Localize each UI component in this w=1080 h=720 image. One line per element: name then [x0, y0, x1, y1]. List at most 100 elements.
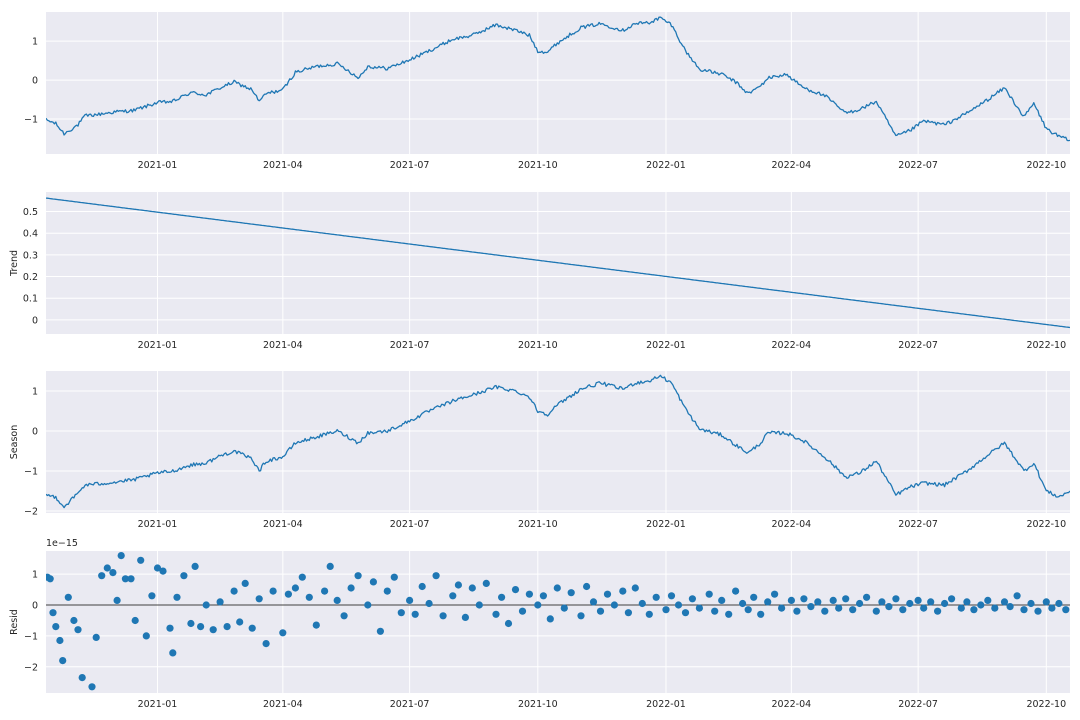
resid-point [927, 598, 935, 606]
resid-point [482, 579, 490, 588]
resid-point [109, 569, 117, 577]
x-tick-label: 2021-04 [263, 519, 303, 530]
series-line [46, 16, 1070, 142]
resid-point [991, 604, 999, 612]
x-tick-label: 2022-04 [772, 699, 812, 710]
resid-point [764, 598, 772, 606]
resid-point [667, 592, 676, 600]
resid-point [127, 575, 135, 583]
resid-point [631, 584, 639, 592]
y-tick-label: 0 [32, 76, 38, 87]
resid-point [878, 598, 886, 606]
x-tick-label: 2021-10 [518, 160, 558, 171]
resid-point [397, 609, 405, 617]
resid-point [977, 601, 985, 609]
resid-point [262, 640, 270, 648]
resid-point [771, 590, 779, 598]
resid-point [298, 573, 306, 581]
x-tick-label: 2022-01 [646, 519, 686, 530]
y-tick-label: 0 [32, 601, 38, 612]
y-tick-label: 0.1 [23, 294, 38, 305]
resid-point [948, 595, 956, 603]
y-tick-label: −1 [24, 467, 38, 478]
resid-point [750, 593, 758, 601]
resid-point [1055, 599, 1063, 608]
x-tick-label: 2021-01 [138, 519, 178, 530]
resid-point [705, 590, 713, 598]
resid-point [56, 636, 64, 645]
resid-point [113, 596, 121, 605]
x-tick-label: 2022-07 [898, 160, 938, 171]
resid-point [920, 604, 928, 612]
x-tick-label: 2022-07 [898, 519, 938, 530]
resid-point [121, 575, 129, 583]
resid-point [284, 590, 292, 598]
resid-point [624, 609, 633, 617]
resid-point [984, 596, 992, 605]
x-tick-label: 2021-07 [390, 699, 430, 710]
resid-point [681, 609, 690, 617]
axis-offset-label: 1e−15 [46, 538, 78, 549]
resid-point [695, 604, 704, 612]
resid-point [1034, 607, 1042, 615]
resid-point [148, 592, 156, 600]
resid-point [603, 590, 612, 598]
resid-point [645, 610, 653, 618]
resid-point [92, 633, 100, 642]
y-tick-label: −1 [24, 631, 38, 642]
resid-point [333, 596, 341, 605]
resid-point [504, 619, 513, 628]
resid-point [52, 623, 60, 631]
resid-point [849, 606, 857, 614]
resid-point [787, 596, 796, 605]
resid-point [1020, 606, 1028, 614]
x-tick-label: 2022-01 [646, 160, 686, 171]
y-tick-label: 0.5 [23, 207, 38, 218]
resid-point [406, 596, 414, 605]
resid-point [688, 595, 697, 603]
resid-point [807, 603, 815, 611]
plot-area [46, 371, 1070, 513]
y-tick-label: −2 [24, 507, 38, 518]
resid-point [1048, 604, 1056, 612]
x-tick-label: 2021-07 [390, 519, 430, 530]
resid-point [856, 599, 864, 608]
resid-point [216, 598, 224, 606]
resid-point [202, 601, 210, 609]
resid-point [546, 615, 554, 623]
x-tick-label: 2022-10 [1026, 340, 1066, 351]
resid-point [934, 607, 942, 615]
resid-point [411, 610, 419, 618]
resid-point [739, 599, 747, 608]
resid-point [255, 595, 263, 603]
x-tick-label: 2022-04 [772, 160, 812, 171]
resid-point [103, 564, 111, 572]
resid-point [957, 604, 965, 612]
panel-4: 2021-01 2021-04 2021-07 2021-10 2022-01 2022-… [9, 538, 1070, 710]
resid-point [390, 573, 398, 581]
resid-point [180, 572, 188, 580]
resid-point [131, 616, 139, 625]
resid-point [142, 632, 150, 640]
resid-point [369, 578, 377, 586]
series-line [46, 374, 1070, 509]
resid-point [74, 626, 82, 634]
resid-point [383, 587, 391, 595]
resid-point [577, 612, 585, 620]
resid-point [711, 607, 719, 615]
resid-point [439, 612, 447, 620]
y-tick-label: 0.4 [23, 229, 38, 240]
resid-point [454, 581, 462, 589]
resid-point [153, 564, 162, 572]
resid-point [187, 619, 195, 628]
resid-point [88, 683, 96, 691]
x-tick-label: 2021-04 [263, 160, 303, 171]
panel-2: 2021-01 2021-04 2021-07 2021-10 2022-01 2022-… [9, 192, 1070, 351]
resid-point [638, 599, 646, 608]
resid-point [583, 582, 591, 591]
resid-point [64, 593, 72, 601]
x-tick-label: 2022-04 [772, 519, 812, 530]
y-tick-label: 0 [32, 427, 38, 438]
resid-point [305, 593, 313, 601]
resid-point [892, 595, 900, 603]
